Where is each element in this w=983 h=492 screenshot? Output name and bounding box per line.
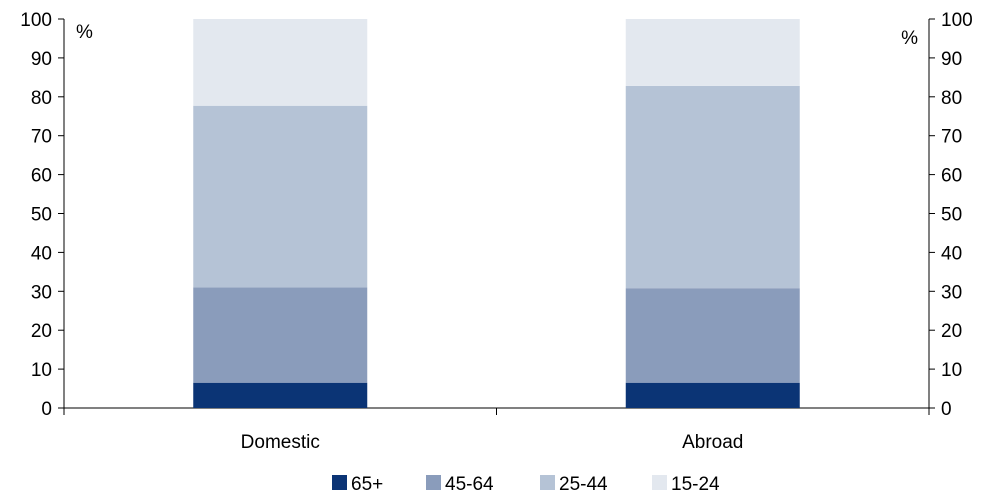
y-tick-label-right: 50 <box>941 205 962 226</box>
y-tick-label-left: 60 <box>31 166 52 187</box>
y-tick-label-left: 10 <box>31 360 52 381</box>
y-tick-label-left: 70 <box>31 127 52 148</box>
y-tick-label-right: 70 <box>941 127 962 148</box>
legend-label: 45-64 <box>445 474 494 492</box>
bar-segment-domestic-45-64 <box>193 287 368 383</box>
bar-segment-domestic-65+ <box>193 382 368 408</box>
y-tick-label-right: 0 <box>941 399 952 420</box>
y-tick-label-right: 30 <box>941 282 962 303</box>
bar-segment-abroad-65+ <box>625 382 800 408</box>
y-tick-label-left: 100 <box>20 10 52 31</box>
legend-label: 15-24 <box>671 474 720 492</box>
bar-segment-domestic-25-44 <box>193 105 368 288</box>
legend-swatch-65+ <box>332 475 347 490</box>
legend-label: 65+ <box>351 474 383 492</box>
x-category-label: Domestic <box>241 432 320 453</box>
axes <box>58 18 935 415</box>
y-unit-label-right: % <box>901 28 918 49</box>
x-category-label: Abroad <box>682 432 743 453</box>
y-tick-label-left: 20 <box>31 321 52 342</box>
legend-swatch-45-64 <box>426 475 441 490</box>
y-tick-label-left: 50 <box>31 205 52 226</box>
y-tick-label-left: 40 <box>31 243 52 264</box>
legend-label: 25-44 <box>559 474 608 492</box>
y-tick-label-right: 80 <box>941 88 962 109</box>
bar-segment-abroad-45-64 <box>625 288 800 383</box>
legend-swatch-25-44 <box>540 475 555 490</box>
bar-segment-abroad-25-44 <box>625 85 800 289</box>
bars <box>193 19 800 408</box>
y-tick-label-right: 20 <box>941 321 962 342</box>
labels: 0 0 10 10 20 20 30 30 40 40 50 50 60 60 70 70 80 80 90 90 10… <box>20 10 972 453</box>
y-tick-label-left: 30 <box>31 282 52 303</box>
y-tick-label-right: 60 <box>941 166 962 187</box>
y-tick-label-right: 40 <box>941 243 962 264</box>
y-tick-label-right: 100 <box>941 10 973 31</box>
legend: 65+ 45-64 25-44 15-24 <box>332 474 720 492</box>
bar-segment-abroad-15-24 <box>625 19 800 86</box>
y-tick-label-left: 0 <box>41 399 52 420</box>
y-tick-label-left: 80 <box>31 88 52 109</box>
legend-swatch-15-24 <box>652 475 667 490</box>
y-unit-label-left: % <box>76 22 93 43</box>
y-tick-label-right: 90 <box>941 49 962 70</box>
y-tick-label-right: 10 <box>941 360 962 381</box>
bar-segment-domestic-15-24 <box>193 19 368 106</box>
y-tick-label-left: 90 <box>31 49 52 70</box>
